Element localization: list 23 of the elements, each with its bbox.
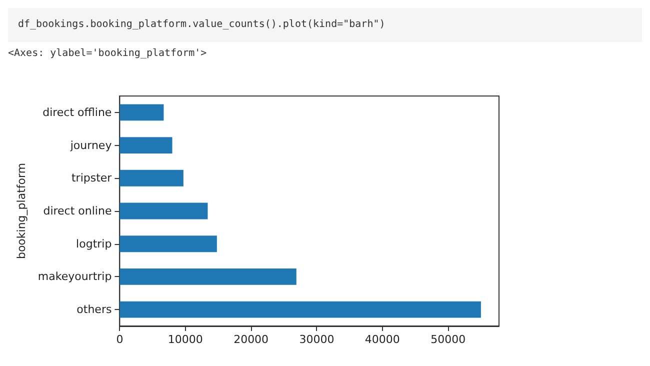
x-tick-label: 30000 [299,333,334,346]
x-tick-label: 50000 [430,333,466,346]
bar [120,137,172,154]
y-tick-label: direct online [43,204,112,218]
x-tick-label: 20000 [234,333,269,346]
x-tick-label: 10000 [168,333,203,346]
y-tick-label: logtrip [76,237,112,250]
bar [120,268,296,285]
y-axis-title: booking_platform [15,162,28,260]
y-tick-label: others [76,303,112,316]
text: df_bookings.booking_platform.value_counts().plot(kind="barh") [8,8,642,42]
x-tick-label: 0 [116,333,124,346]
y-tick-label: tripster [71,172,112,185]
y-tick-label: journey [69,138,112,152]
bar [120,170,184,186]
text: <Axes: ylabel='booking_platform'> [8,48,207,59]
y-tick-label: direct offline [42,106,112,119]
bar [120,104,164,121]
bar [120,202,208,220]
y-tick-label: makeyourtrip [38,270,112,284]
x-tick-label: 40000 [364,333,400,346]
bar [120,236,217,252]
bar [120,301,481,318]
